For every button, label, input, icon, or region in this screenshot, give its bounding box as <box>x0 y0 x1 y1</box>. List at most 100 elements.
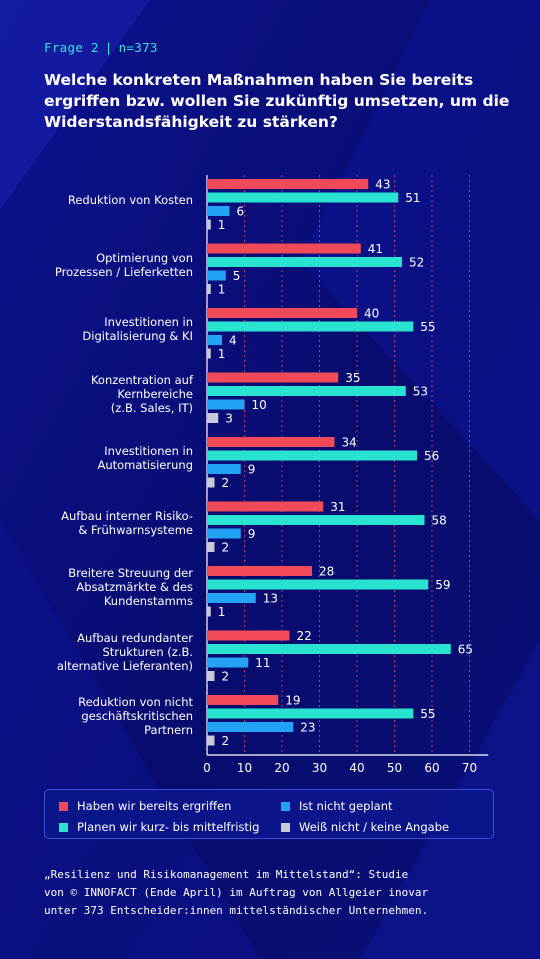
bar-value-label: 2 <box>222 670 230 684</box>
bar-value-label: 9 <box>248 527 256 541</box>
x-tick-label: 10 <box>237 761 252 775</box>
x-tick-label: 30 <box>312 761 327 775</box>
bar-value-label: 22 <box>297 629 312 643</box>
legend-label: Weiß nicht / keine Angabe <box>299 820 450 834</box>
category-label: Aufbau interner Risiko- & Frühwarnsysteme <box>30 509 193 537</box>
bar <box>207 257 402 267</box>
bar-value-label: 58 <box>432 514 447 528</box>
bar <box>207 206 230 216</box>
footnote-line: „Resilienz und Risikomanagement im Mitte… <box>44 868 409 881</box>
bar <box>207 464 241 474</box>
chart-title: Welche konkreten Maßnahmen haben Sie ber… <box>44 71 510 131</box>
bar-value-label: 1 <box>218 605 226 619</box>
bar-value-label: 28 <box>319 565 334 579</box>
category-label-line: Prozessen / Lieferketten <box>54 264 193 279</box>
bar <box>207 708 414 719</box>
bar <box>207 450 417 461</box>
legend-swatch-teal <box>59 822 68 832</box>
bar-value-label: 23 <box>300 721 315 735</box>
category-label-line: Konzentration auf <box>90 372 193 387</box>
bar <box>207 270 226 281</box>
category-label: Breitere Streuung der Absatzmärkte & des K… <box>30 566 193 608</box>
category-label-line: Aufbau redundanter <box>77 630 193 645</box>
category-label-line: (z.B. Sales, IT) <box>110 400 193 415</box>
bar <box>207 630 290 641</box>
x-tick-label: 60 <box>424 761 439 775</box>
x-tick-label: 70 <box>462 761 477 775</box>
bar <box>207 606 211 617</box>
legend-swatch-red <box>59 801 68 811</box>
category-label-line: Partnern <box>144 723 193 737</box>
category-label: Aufbau redundanter Strukturen (z.B. altern… <box>30 631 193 673</box>
bar <box>207 722 294 732</box>
bar-value-label: 52 <box>409 256 424 270</box>
category-label-line: alternative Lieferanten) <box>56 658 193 673</box>
bar-value-label: 19 <box>285 694 300 708</box>
bar-value-label: 3 <box>225 412 233 426</box>
category-label-line: Absatzmärkte & des <box>76 580 193 594</box>
bar <box>207 735 215 746</box>
legend-item-bereits-ergriffen: Haben wir bereits ergriffen <box>59 799 231 813</box>
source-footnote: „Resilienz und Risikomanagement im Mitte… <box>44 866 514 920</box>
bar-value-label: 10 <box>252 398 267 412</box>
bar <box>207 219 211 230</box>
bar-value-label: 35 <box>345 371 360 385</box>
category-label-line: Kundenstamms <box>103 594 193 608</box>
bar <box>207 593 256 603</box>
bar <box>207 372 339 383</box>
bar <box>207 308 357 318</box>
bar <box>207 528 241 539</box>
bar <box>207 348 211 359</box>
bar <box>207 321 414 332</box>
x-tick-label: 40 <box>349 761 364 775</box>
category-label-line: Breitere Streuung der <box>68 566 193 580</box>
bar-value-label: 53 <box>413 385 428 399</box>
bar <box>207 192 399 203</box>
bar <box>207 501 324 512</box>
bar <box>207 437 335 447</box>
category-label-line: Optimierung von <box>96 250 193 265</box>
bar-value-label: 43 <box>375 178 390 192</box>
bar-value-label: 55 <box>420 707 435 721</box>
legend-item-nicht-geplant: Ist nicht geplant <box>281 799 393 813</box>
bar <box>207 335 222 345</box>
bar-value-label: 2 <box>222 541 230 555</box>
bar <box>207 695 279 705</box>
category-label: Konzentration auf Kernbereiche (z.B. Sales… <box>30 373 193 415</box>
footnote-line: unter 373 Entscheider:innen mittelständi… <box>44 904 429 917</box>
bar <box>207 566 312 576</box>
bar <box>207 579 429 590</box>
bar <box>207 413 219 423</box>
category-label-line: Reduktion von Kosten <box>67 193 193 207</box>
category-label: Investitionen in Digitalisierung & KI <box>30 315 193 343</box>
bar-value-label: 65 <box>458 643 473 657</box>
bar <box>207 657 249 668</box>
legend-swatch-grey <box>281 822 290 832</box>
bar <box>207 179 369 189</box>
category-label-line: geschäftskritischen <box>81 709 193 723</box>
category-label-line: Investitionen in <box>104 315 193 329</box>
bar <box>207 477 215 488</box>
bar-value-label: 59 <box>435 578 450 592</box>
sample-size: n=373 <box>118 40 158 55</box>
legend-swatch-blue <box>281 801 290 811</box>
bar <box>207 386 406 396</box>
bar-value-label: 55 <box>420 320 435 334</box>
bar-value-label: 56 <box>424 449 439 463</box>
category-label: Reduktion von nicht geschäftskritischen Pa… <box>30 695 193 737</box>
bar-value-label: 4 <box>229 334 237 348</box>
category-label-line: & Frühwarnsysteme <box>78 522 193 537</box>
bar-value-label: 1 <box>218 283 226 297</box>
legend-label: Ist nicht geplant <box>299 799 393 813</box>
x-tick-label: 20 <box>274 761 289 775</box>
bar <box>207 671 215 681</box>
bar <box>207 515 425 525</box>
bar-value-label: 13 <box>263 592 278 606</box>
bar-value-label: 2 <box>222 476 230 490</box>
question-number: Frage 2 <box>44 40 99 55</box>
legend-label: Haben wir bereits ergriffen <box>77 799 232 813</box>
category-label-line: Investitionen in <box>104 444 193 458</box>
legend-item-keine-angabe: Weiß nicht / keine Angabe <box>281 820 449 834</box>
footnote-line: von © INNOFACT (Ende April) im Auftrag v… <box>44 886 429 899</box>
